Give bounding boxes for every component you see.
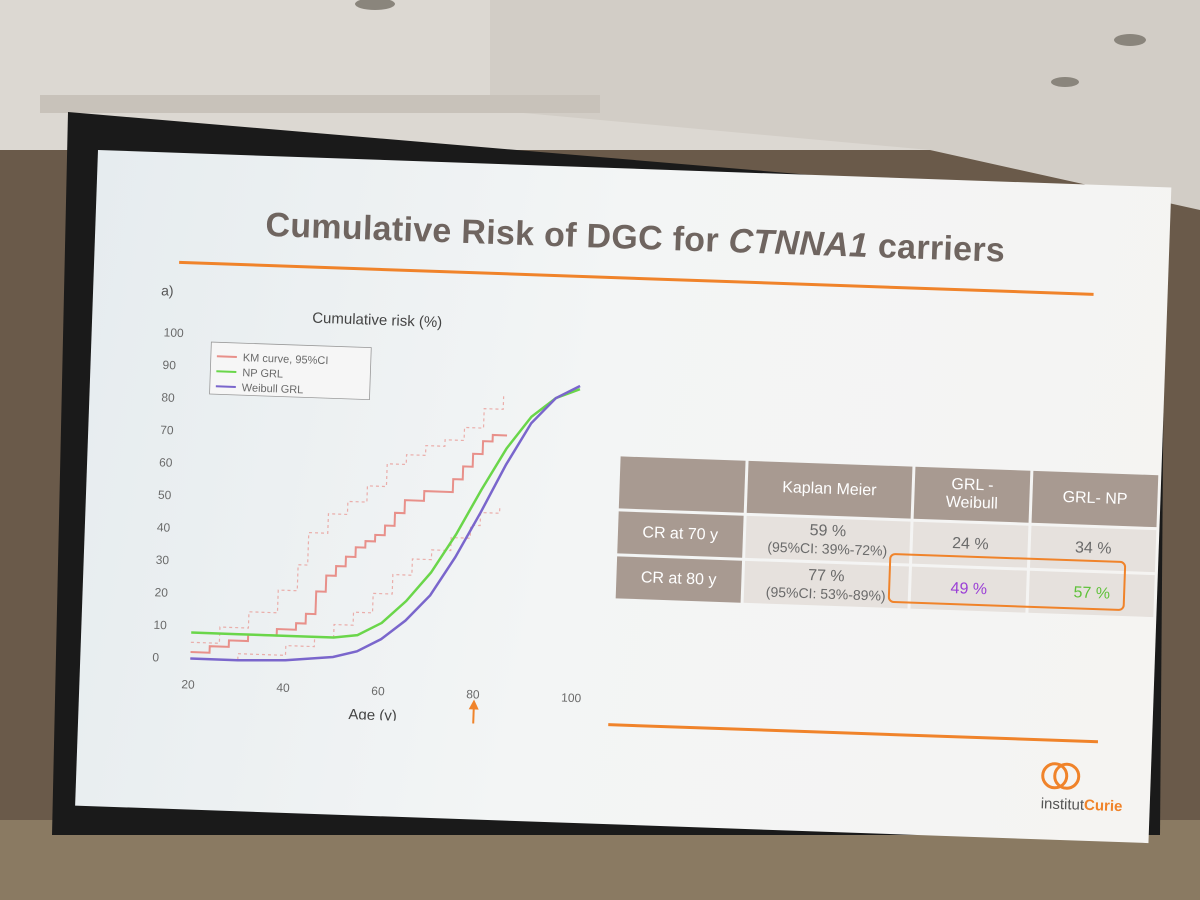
legend-swatch bbox=[215, 385, 236, 388]
row-label: CR at 70 y bbox=[617, 511, 744, 558]
y-tick-label: 20 bbox=[154, 585, 168, 599]
x-tick-label: 60 bbox=[371, 684, 385, 698]
institut-curie-logo-icon bbox=[1041, 762, 1081, 790]
legend-label: NP GRL bbox=[242, 367, 283, 380]
x-axis-label: Age (y) bbox=[348, 706, 397, 725]
x-tick-label: 100 bbox=[561, 691, 582, 706]
slide-title-gene: CTNNA1 bbox=[727, 222, 869, 265]
age-80-arrowhead bbox=[468, 699, 479, 710]
legend-label: KM curve, 95%CI bbox=[243, 352, 329, 367]
presentation-slide: Cumulative Risk of DGC for CTNNA1 carrie… bbox=[75, 150, 1172, 844]
series-line bbox=[190, 396, 505, 644]
y-tick-label: 30 bbox=[155, 553, 169, 567]
y-tick-label: 60 bbox=[159, 455, 173, 469]
legend-swatch bbox=[216, 355, 237, 358]
km-cell: 77 % (95%CI: 53%-89%) bbox=[743, 560, 909, 609]
legend-box bbox=[209, 341, 372, 401]
km-cell: 59 % (95%CI: 39%-72%) bbox=[744, 515, 911, 564]
table-header-blank bbox=[618, 456, 746, 513]
km-ci: (95%CI: 39%-72%) bbox=[767, 538, 888, 559]
legend-swatch bbox=[216, 370, 237, 373]
series-line bbox=[190, 384, 581, 662]
x-tick-label: 40 bbox=[276, 681, 290, 695]
km-ci: (95%CI: 53%-89%) bbox=[765, 583, 886, 604]
legend-label: Weibull GRL bbox=[242, 382, 304, 396]
table-header-km: Kaplan Meier bbox=[746, 460, 913, 519]
y-tick-label: 0 bbox=[152, 650, 159, 664]
series-line bbox=[191, 388, 581, 639]
y-tick-label: 100 bbox=[163, 325, 184, 340]
chart-title: Cumulative risk (%) bbox=[312, 310, 443, 332]
y-tick-label: 50 bbox=[158, 488, 172, 502]
bottom-accent-rule bbox=[608, 723, 1099, 744]
y-tick-label: 80 bbox=[161, 390, 175, 404]
table-header-np: GRL- NP bbox=[1031, 470, 1159, 528]
highlight-box bbox=[887, 552, 1127, 612]
row-label: CR at 80 y bbox=[615, 556, 742, 603]
institut-curie-logo: institutCurie bbox=[1040, 795, 1123, 816]
slide-title: Cumulative Risk of DGC for CTNNA1 carrie… bbox=[264, 205, 1006, 270]
age-80-arrow bbox=[471, 703, 475, 728]
series-line bbox=[190, 506, 501, 661]
y-tick-label: 40 bbox=[157, 520, 171, 534]
table-header-weibull: GRL - Weibull bbox=[913, 466, 1031, 523]
series-line bbox=[190, 433, 508, 654]
x-tick-label: 80 bbox=[466, 687, 480, 701]
y-tick-label: 90 bbox=[162, 358, 176, 372]
x-tick-label: 20 bbox=[181, 677, 195, 691]
y-tick-label: 70 bbox=[160, 423, 174, 437]
cumulative-risk-chart: Cumulative risk (%) Age (y) 0 10 20 30 40 50 60 7… bbox=[152, 310, 582, 728]
y-tick-label: 10 bbox=[153, 618, 167, 632]
